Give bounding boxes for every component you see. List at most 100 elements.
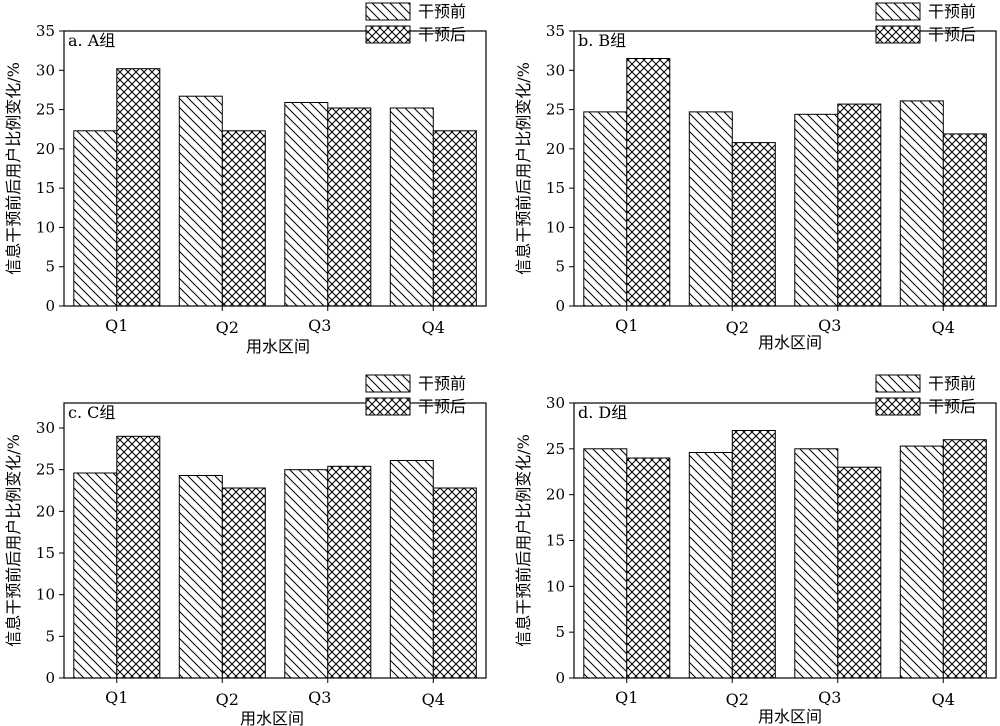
x-category-label-q2: Q2	[216, 690, 239, 709]
bar-q2-series-1	[688, 452, 733, 679]
x-axis-title: 用水区间	[246, 337, 310, 356]
y-tick-label: 5	[555, 258, 565, 276]
legend-swatch-2	[875, 25, 921, 44]
legend-label-2: 干预后	[928, 25, 976, 44]
panel-title: c. C组	[68, 403, 115, 422]
bar-q3-series-2	[327, 107, 372, 307]
y-axis-title: 信息干预前后用户比例变化/%	[4, 62, 23, 275]
y-tick-label: 20	[36, 140, 55, 158]
y-tick-label: 20	[546, 140, 565, 158]
legend-label-1: 干预前	[928, 2, 976, 21]
y-tick-label: 15	[36, 544, 55, 562]
y-tick-label: 15	[546, 532, 565, 550]
x-category-label-q3: Q3	[818, 316, 841, 335]
y-tick-label: 30	[546, 394, 565, 412]
legend-label-1: 干预前	[418, 2, 466, 21]
bar-q2-series-1	[688, 111, 733, 307]
bar-q2-series-1	[178, 95, 223, 307]
y-tick-label: 25	[36, 461, 55, 479]
legend-swatch-1	[875, 2, 921, 21]
legend-swatch-1	[365, 2, 411, 21]
bar-q3-series-2	[327, 465, 372, 679]
bar-q3-series-1	[794, 113, 839, 307]
legend-swatch-2	[365, 397, 411, 416]
y-tick-label: 20	[36, 502, 55, 520]
bar-q1-series-1	[73, 130, 118, 307]
legend-label-2: 干预后	[418, 25, 466, 44]
bar-q2-series-2	[731, 430, 776, 679]
bar-q4-series-1	[899, 100, 944, 307]
chart-panel-2: 0 5 10 15 20 25 30 35 Q1 Q2 Q3 Q4 用水区间 信息干预前后用户比例变化/%…	[514, 2, 997, 352]
bar-q3-series-1	[284, 102, 329, 307]
legend-swatch-1	[875, 374, 921, 393]
bar-q4-series-2	[942, 439, 987, 679]
x-category-label-q3: Q3	[308, 688, 331, 707]
bar-q1-series-1	[73, 472, 118, 679]
bar-q4-series-1	[899, 445, 944, 679]
bar-q1-series-2	[626, 457, 671, 679]
y-axis-title: 信息干预前后用户比例变化/%	[514, 62, 533, 275]
y-tick-label: 25	[546, 440, 565, 458]
y-tick-label: 10	[36, 218, 55, 236]
panel-title: d. D组	[578, 403, 627, 422]
y-tick-label: 15	[546, 179, 565, 197]
y-tick-label: 0	[555, 297, 565, 315]
legend-label-1: 干预前	[418, 374, 466, 393]
legend-label-2: 干预后	[928, 397, 976, 416]
x-axis-title: 用水区间	[758, 707, 822, 726]
y-tick-label: 25	[36, 101, 55, 119]
x-category-label-q2: Q2	[726, 318, 749, 337]
y-tick-label: 10	[546, 218, 565, 236]
y-tick-label: 25	[546, 101, 565, 119]
bar-q2-series-2	[731, 142, 776, 307]
y-tick-label: 10	[546, 577, 565, 595]
chart-panel-1: 0 5 10 15 20 25 30 35 Q1 Q2 Q3 Q4 用水区间 信息干预前后用户比例变化/%…	[4, 2, 487, 356]
y-tick-label: 5	[45, 627, 55, 645]
y-tick-label: 5	[45, 258, 55, 276]
bar-q1-series-2	[116, 435, 161, 679]
panel-title: b. B组	[578, 31, 626, 50]
bar-q3-series-2	[837, 103, 882, 307]
y-tick-label: 30	[546, 61, 565, 79]
bar-q2-series-1	[178, 475, 223, 679]
bar-q1-series-2	[626, 58, 671, 307]
y-tick-label: 30	[36, 419, 55, 437]
x-category-label-q4: Q4	[932, 690, 955, 709]
x-category-label-q2: Q2	[726, 690, 749, 709]
plot-frame	[63, 402, 487, 679]
x-category-label-q1: Q1	[105, 688, 128, 707]
bar-q1-series-1	[583, 448, 628, 679]
plot-frame	[573, 30, 997, 307]
bar-q4-series-2	[432, 130, 477, 307]
y-tick-label: 15	[36, 179, 55, 197]
bar-q4-series-1	[389, 460, 434, 679]
bar-q2-series-2	[221, 130, 266, 307]
bar-q1-series-1	[583, 111, 628, 307]
chart-panel-3: 0 5 10 15 20 25 30 Q1 Q2 Q3 Q4 用水区间 信息干预前后用户比例变化/% c.…	[4, 374, 487, 726]
x-category-label-q1: Q1	[615, 316, 638, 335]
bar-q4-series-1	[389, 107, 434, 307]
x-category-label-q2: Q2	[216, 318, 239, 337]
bar-q3-series-1	[284, 469, 329, 679]
x-category-label-q3: Q3	[818, 688, 841, 707]
legend-label-2: 干预后	[418, 397, 466, 416]
y-tick-label: 35	[546, 22, 565, 40]
bar-q2-series-2	[221, 487, 266, 679]
y-tick-label: 0	[45, 669, 55, 687]
x-category-label-q1: Q1	[615, 688, 638, 707]
y-tick-label: 5	[555, 623, 565, 641]
x-category-label-q4: Q4	[422, 318, 445, 337]
x-axis-title: 用水区间	[240, 709, 304, 726]
y-axis-title: 信息干预前后用户比例变化/%	[514, 434, 533, 647]
plot-frame	[63, 30, 487, 307]
x-axis-title: 用水区间	[758, 333, 822, 352]
y-axis-title: 信息干预前后用户比例变化/%	[4, 434, 23, 647]
bar-q3-series-2	[837, 466, 882, 679]
x-category-label-q3: Q3	[308, 316, 331, 335]
x-category-label-q4: Q4	[932, 318, 955, 337]
chart-panel-4: 0 5 10 15 20 25 30 Q1 Q2 Q3 Q4 用水区间 信息干预前后用户比例变化/% d.…	[514, 374, 997, 726]
y-tick-label: 35	[36, 22, 55, 40]
x-category-label-q1: Q1	[105, 316, 128, 335]
bar-q3-series-1	[794, 448, 839, 679]
